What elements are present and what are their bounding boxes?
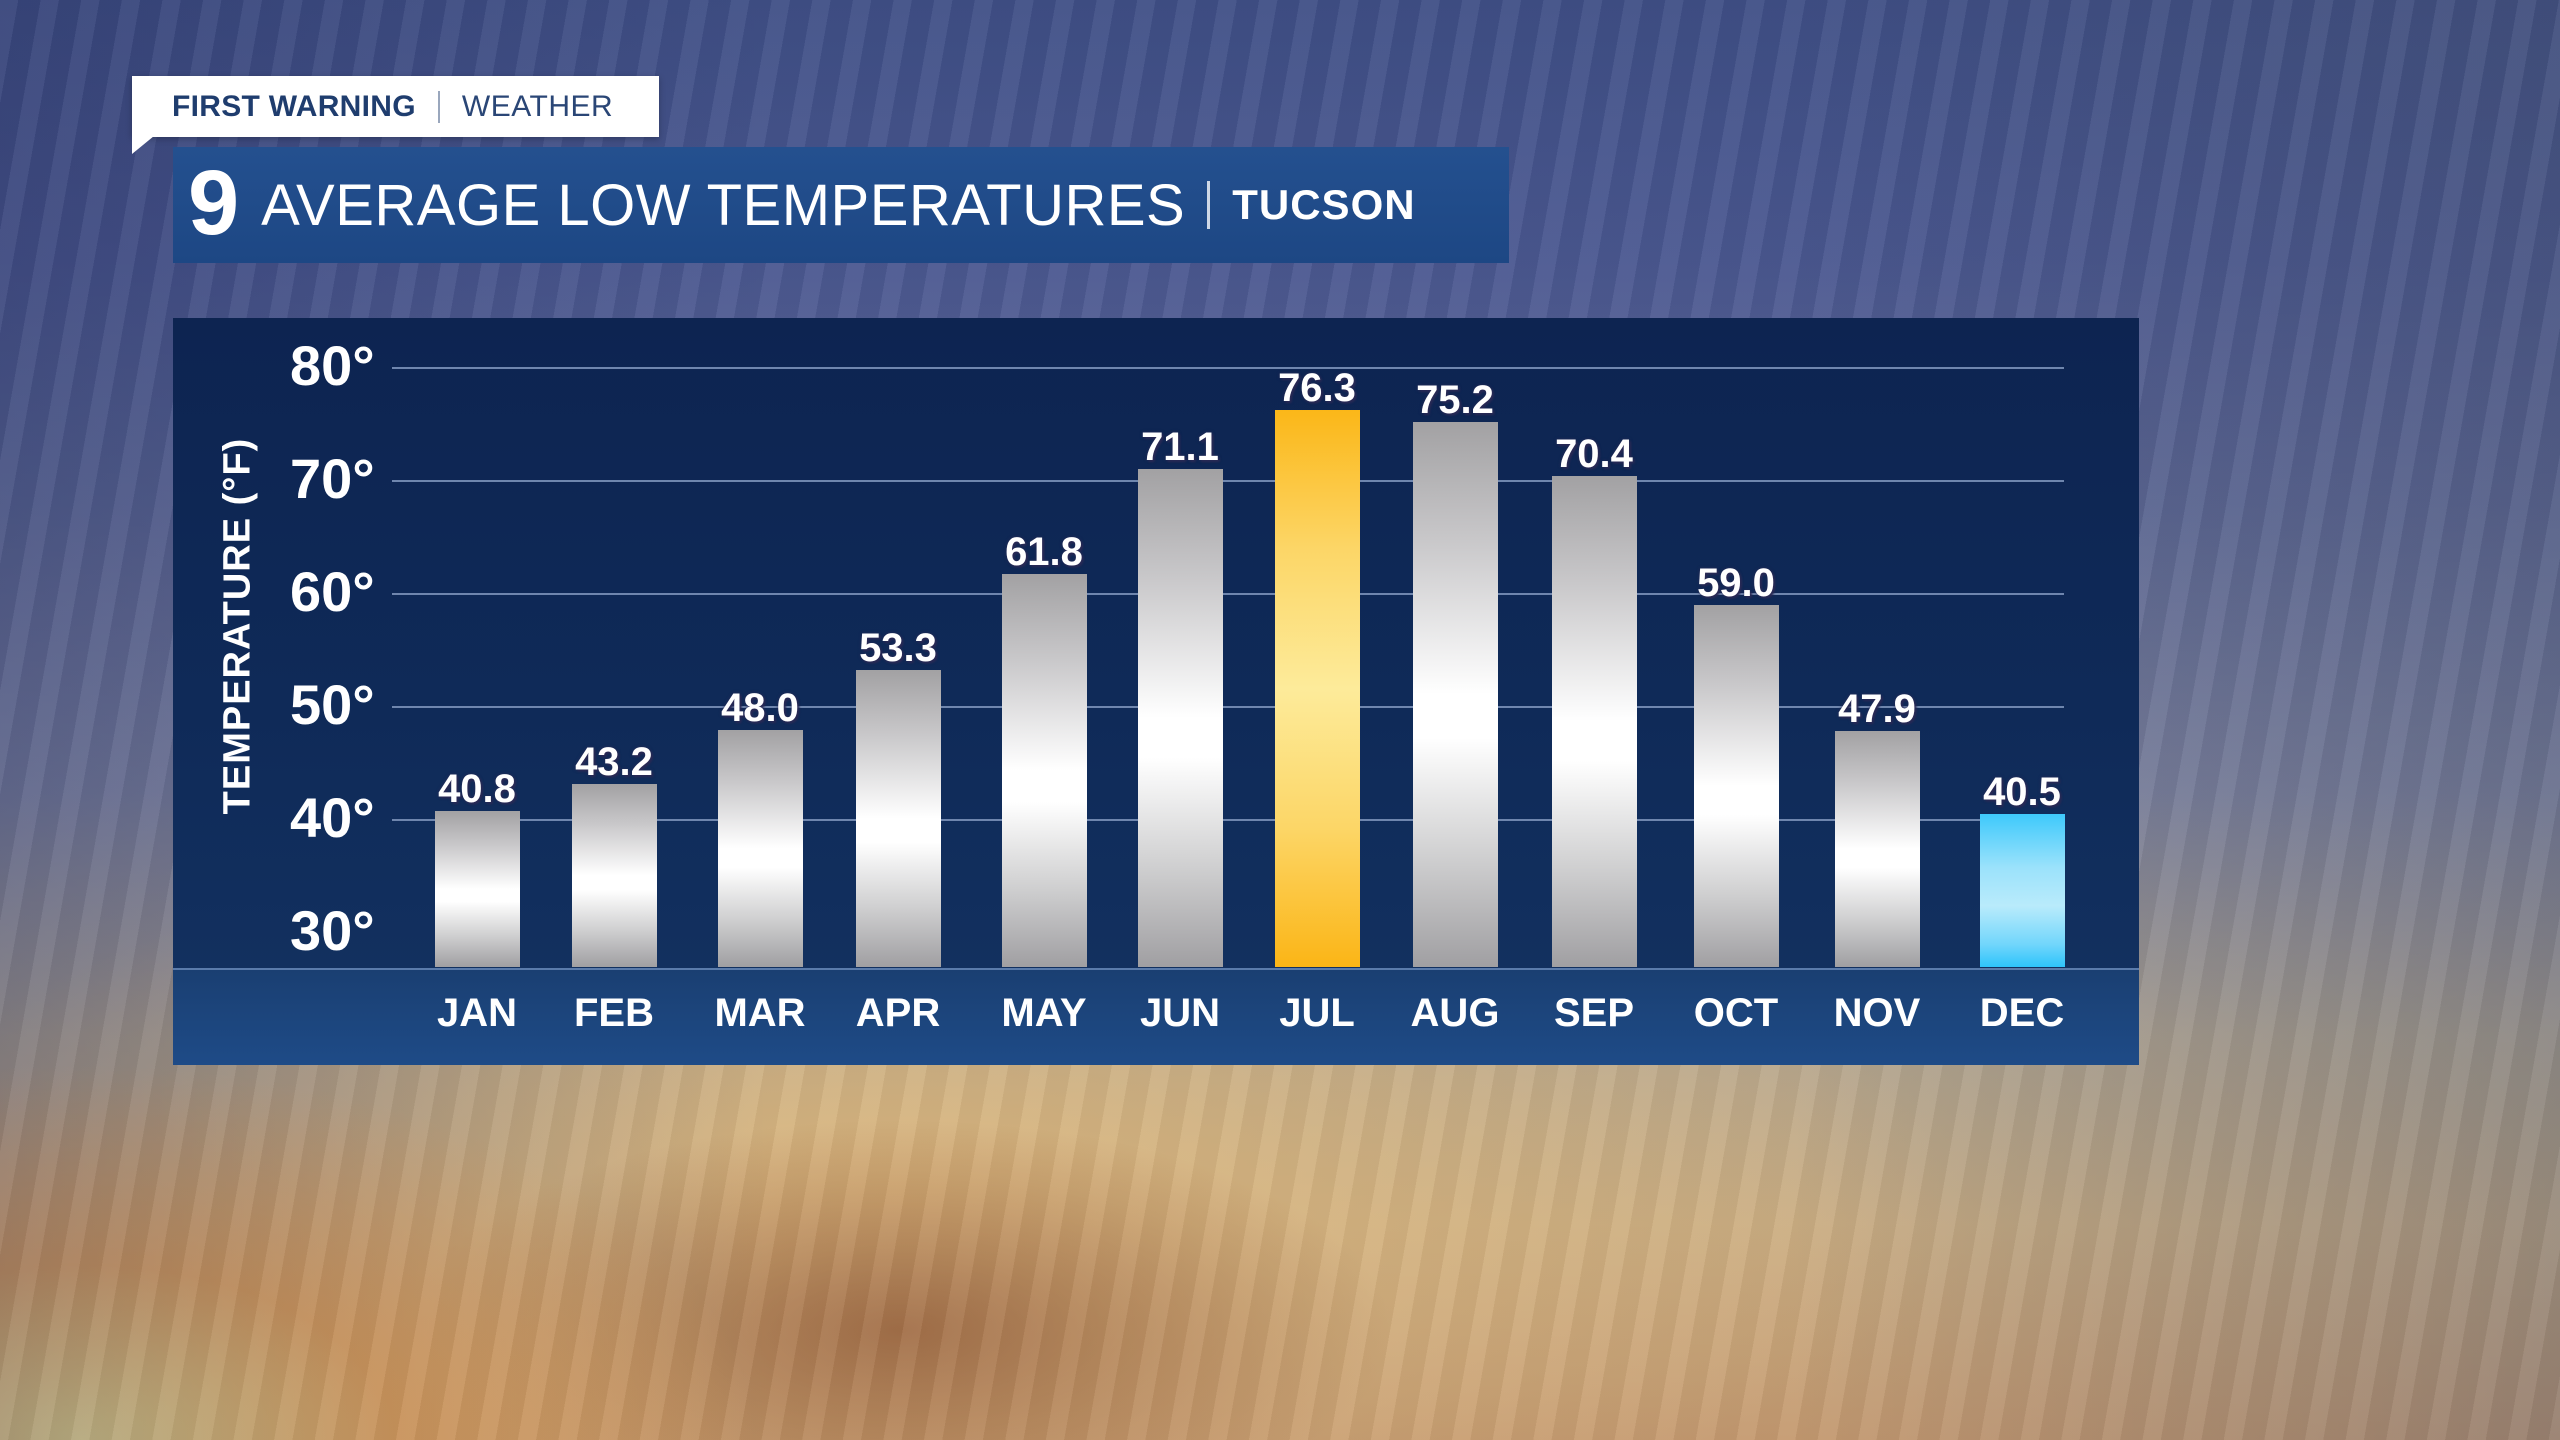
y-tick-label: 50° [290,673,375,736]
gridline-70 [392,480,2064,482]
bar-sep [1552,476,1637,967]
month-label-sep: SEP [1553,991,1635,1035]
location-label: TUCSON [1232,181,1416,228]
gridline-40 [392,819,2064,821]
value-label-may: 61.8 [1005,529,1083,574]
y-tick-label: 70° [290,447,375,510]
month-label-mar: MAR [714,991,806,1035]
month-label-apr: APR [855,991,941,1035]
value-label-jul: 76.3 [1278,365,1356,410]
month-label-dec: DEC [1979,991,2065,1035]
title-bar: 9 AVERAGE LOW TEMPERATURES TUCSON [173,147,1509,263]
gridline-50 [392,706,2064,708]
x-axis-band [173,968,2139,1065]
brand-divider [437,90,440,123]
month-label-jun: JUN [1139,991,1221,1035]
month-label-nov: NOV [1833,991,1921,1035]
value-label-jan: 40.8 [438,766,516,811]
value-label-nov: 47.9 [1838,686,1916,731]
bar-apr [856,669,941,967]
y-tick-label: 30° [290,899,375,962]
gridline-60 [392,593,2064,595]
bar-may [1002,573,1087,967]
value-label-mar: 48.0 [721,685,799,730]
month-label-may: MAY [1001,991,1087,1035]
bar-feb [572,783,657,967]
value-label-dec: 40.5 [1983,770,2061,815]
month-label-jul: JUL [1279,991,1355,1035]
y-axis-title: TEMPERATURE (°F) [216,437,259,815]
value-label-apr: 53.3 [859,625,937,670]
brand-bold: FIRST WARNING [172,89,416,123]
value-label-jun: 71.1 [1141,424,1219,469]
gridline-80 [392,367,2064,369]
bar-nov [1835,730,1920,967]
y-tick-label: 60° [290,560,375,623]
bar-aug [1413,422,1498,967]
value-label-sep: 70.4 [1555,432,1633,477]
bar-oct [1694,605,1779,967]
month-label-jan: JAN [436,991,518,1035]
y-tick-label: 40° [290,786,375,849]
channel-logo-icon: 9 [188,152,240,254]
month-label-aug: AUG [1410,991,1500,1035]
page-title: AVERAGE LOW TEMPERATURES [261,172,1186,238]
bar-jun [1138,468,1223,967]
bar-mar [718,729,803,967]
title-divider [1207,181,1211,229]
brand-tag: FIRST WARNING WEATHER [132,76,659,137]
bar-jan [435,810,520,967]
value-label-feb: 43.2 [575,739,653,784]
brand-light: WEATHER [461,89,614,123]
bar-jul [1275,409,1360,967]
month-label-oct: OCT [1693,991,1779,1035]
month-label-feb: FEB [574,991,654,1035]
brand-tag-tail [132,136,154,154]
y-tick-label: 80° [290,334,375,397]
value-label-aug: 75.2 [1416,378,1494,423]
value-label-oct: 59.0 [1697,561,1775,606]
bar-dec [1980,814,2065,967]
